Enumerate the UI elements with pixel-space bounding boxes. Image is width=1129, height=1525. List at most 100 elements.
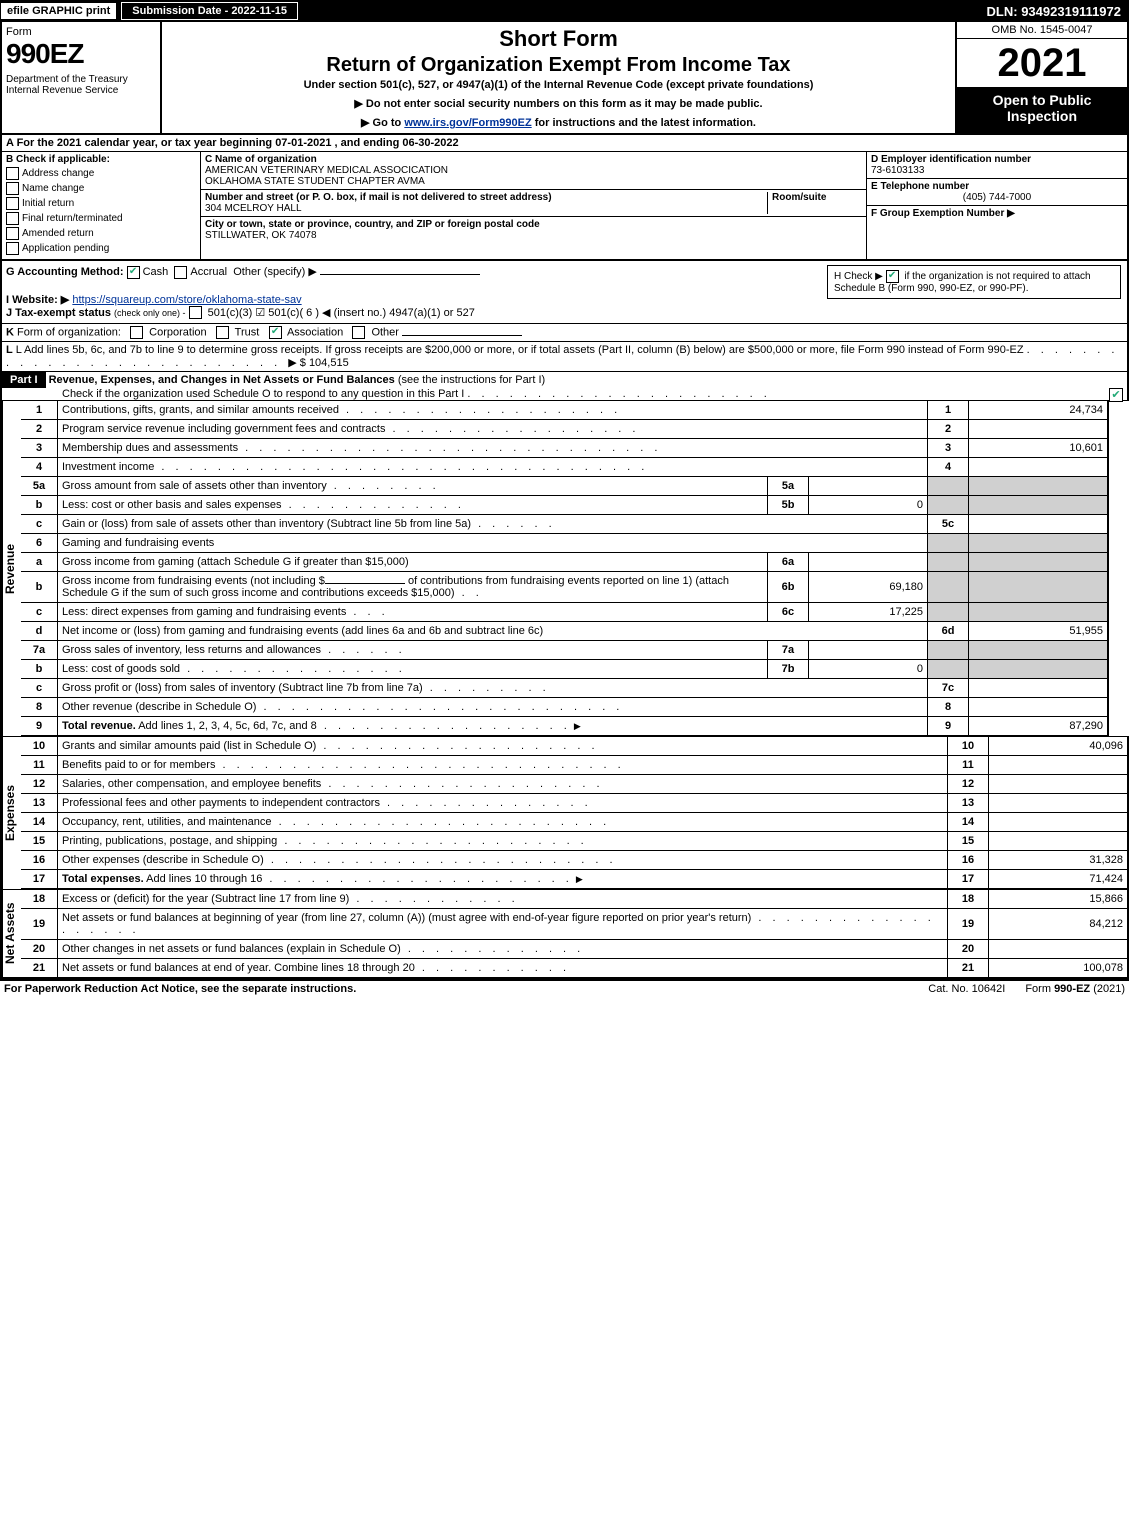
line-10: 10Grants and similar amounts paid (list …: [21, 737, 1127, 756]
j-opts: 501(c)(3) ☑ 501(c)( 6 ) ◀ (insert no.) 4…: [208, 307, 475, 319]
section-b: B Check if applicable: Address change Na…: [2, 152, 201, 259]
section-b-label: B Check if applicable:: [6, 154, 196, 165]
group-exemption-label: F Group Exemption Number ▶: [871, 208, 1015, 219]
h-text1: H Check ▶: [834, 271, 883, 282]
line-20: 20Other changes in net assets or fund ba…: [21, 940, 1127, 959]
line-13: 13Professional fees and other payments t…: [21, 794, 1127, 813]
check-initial-return[interactable]: Initial return: [6, 197, 196, 210]
section-l: L L Add lines 5b, 6c, and 7b to line 9 t…: [0, 342, 1129, 372]
line-12: 12Salaries, other compensation, and empl…: [21, 775, 1127, 794]
line-7c: cGross profit or (loss) from sales of in…: [21, 679, 1107, 698]
line-2: 2Program service revenue including gover…: [21, 420, 1107, 439]
submission-date: Submission Date - 2022-11-15: [121, 2, 298, 20]
j-label: J Tax-exempt status: [6, 307, 111, 319]
check-501c3[interactable]: [189, 306, 202, 319]
other-org-line: [402, 335, 522, 336]
arrow-icon: [574, 720, 581, 732]
section-j: J Tax-exempt status (check only one) - 5…: [6, 306, 1123, 320]
dln: DLN: 93492319111972: [987, 4, 1129, 19]
check-amended[interactable]: Amended return: [6, 227, 196, 240]
line-7b: bLess: cost of goods sold . . . . . . . …: [21, 660, 1107, 679]
website-link[interactable]: https://squareup.com/store/oklahoma-stat…: [72, 294, 301, 306]
form-header: Form 990EZ Department of the Treasury In…: [0, 22, 1129, 135]
footer-cat: Cat. No. 10642I: [908, 983, 1025, 995]
check-application-pending[interactable]: Application pending: [6, 242, 196, 255]
org-name-1: AMERICAN VETERINARY MEDICAL ASSOCICATION: [205, 165, 448, 176]
g-label: G Accounting Method:: [6, 266, 124, 278]
line-6a: aGross income from gaming (attach Schedu…: [21, 553, 1107, 572]
check-accrual[interactable]: [174, 266, 187, 279]
line-15: 15Printing, publications, postage, and s…: [21, 832, 1127, 851]
other-specify-line: [320, 274, 480, 275]
footer-left: For Paperwork Reduction Act Notice, see …: [4, 983, 908, 995]
check-association[interactable]: [269, 326, 282, 339]
line-6: 6Gaming and fundraising events: [21, 534, 1107, 553]
line-6b: bGross income from fundraising events (n…: [21, 572, 1107, 603]
under-section: Under section 501(c), 527, or 4947(a)(1)…: [168, 79, 949, 91]
room-label: Room/suite: [772, 192, 826, 203]
net-assets-section: Net Assets 18Excess or (deficit) for the…: [0, 889, 1129, 979]
line-17-bold: Total expenses.: [62, 873, 144, 885]
check-cash[interactable]: [127, 266, 140, 279]
section-de: D Employer identification number 73-6103…: [867, 152, 1127, 259]
section-h: H Check ▶ if the organization is not req…: [827, 265, 1121, 299]
check-name-change[interactable]: Name change: [6, 182, 196, 195]
line-5c: cGain or (loss) from sale of assets othe…: [21, 515, 1107, 534]
org-name-label: C Name of organization: [205, 154, 317, 165]
org-address: 304 MCELROY HALL: [205, 203, 302, 214]
check-trust[interactable]: [216, 326, 229, 339]
j-sub: (check only one) -: [114, 308, 186, 318]
net-assets-table: 18Excess or (deficit) for the year (Subt…: [21, 890, 1127, 977]
section-k: K Form of organization: Corporation Trus…: [0, 324, 1129, 342]
expenses-side-label: Expenses: [2, 737, 21, 889]
expenses-section: Expenses 10Grants and similar amounts pa…: [0, 736, 1129, 889]
check-other-org[interactable]: [352, 326, 365, 339]
section-c: C Name of organization AMERICAN VETERINA…: [201, 152, 867, 259]
line-3: 3Membership dues and assessments . . . .…: [21, 439, 1107, 458]
section-a: A For the 2021 calendar year, or tax yea…: [0, 135, 1129, 152]
line-18: 18Excess or (deficit) for the year (Subt…: [21, 890, 1127, 909]
inst2-text: ▶ Go to: [361, 117, 404, 129]
section-ghij: H Check ▶ if the organization is not req…: [0, 261, 1129, 324]
line-21: 21Net assets or fund balances at end of …: [21, 959, 1127, 978]
check-address-change[interactable]: Address change: [6, 167, 196, 180]
omb-number: OMB No. 1545-0047: [957, 22, 1127, 39]
line-7a: 7aGross sales of inventory, less returns…: [21, 641, 1107, 660]
line-4: 4Investment income . . . . . . . . . . .…: [21, 458, 1107, 477]
check-corporation[interactable]: [130, 326, 143, 339]
efile-label: efile GRAPHIC print: [0, 2, 117, 20]
check-schedule-b[interactable]: [886, 270, 899, 283]
info-grid: B Check if applicable: Address change Na…: [0, 152, 1129, 261]
part-1-label: Part I: [2, 372, 46, 388]
irs-link[interactable]: www.irs.gov/Form990EZ: [404, 117, 531, 129]
net-assets-side-label: Net Assets: [2, 890, 21, 977]
line-5b: bLess: cost or other basis and sales exp…: [21, 496, 1107, 515]
line-6c: cLess: direct expenses from gaming and f…: [21, 603, 1107, 622]
instruction-1: ▶ Do not enter social security numbers o…: [168, 97, 949, 110]
header-center: Short Form Return of Organization Exempt…: [162, 22, 955, 133]
revenue-table: 1Contributions, gifts, grants, and simil…: [21, 401, 1107, 736]
line-9-bold: Total revenue.: [62, 720, 136, 732]
footer-right: Form 990-EZ (2021): [1025, 983, 1125, 995]
line-5a: 5aGross amount from sale of assets other…: [21, 477, 1107, 496]
header-left: Form 990EZ Department of the Treasury In…: [2, 22, 162, 133]
check-schedule-o[interactable]: ✔: [1109, 388, 1123, 402]
revenue-section: Revenue 1Contributions, gifts, grants, a…: [0, 401, 1109, 736]
line-19: 19Net assets or fund balances at beginni…: [21, 909, 1127, 940]
header-right: OMB No. 1545-0047 2021 Open to Public In…: [955, 22, 1127, 133]
line-11: 11Benefits paid to or for members . . . …: [21, 756, 1127, 775]
part-1-check-line: Check if the organization used Schedule …: [2, 388, 1127, 400]
ein-value: 73-6103133: [871, 165, 924, 176]
addr-label: Number and street (or P. O. box, if mail…: [205, 192, 552, 203]
short-form-title: Short Form: [168, 26, 949, 52]
org-name-2: OKLAHOMA STATE STUDENT CHAPTER AVMA: [205, 176, 425, 187]
form-title: Return of Organization Exempt From Incom…: [168, 54, 949, 77]
org-city: STILLWATER, OK 74078: [205, 230, 317, 241]
phone-value: (405) 744-7000: [871, 192, 1123, 203]
line-16: 16Other expenses (describe in Schedule O…: [21, 851, 1127, 870]
part-1-title-sub: (see the instructions for Part I): [398, 374, 545, 386]
form-number: 990EZ: [6, 38, 156, 70]
check-final-return[interactable]: Final return/terminated: [6, 212, 196, 225]
expenses-table: 10Grants and similar amounts paid (list …: [21, 737, 1127, 889]
line-14: 14Occupancy, rent, utilities, and mainte…: [21, 813, 1127, 832]
